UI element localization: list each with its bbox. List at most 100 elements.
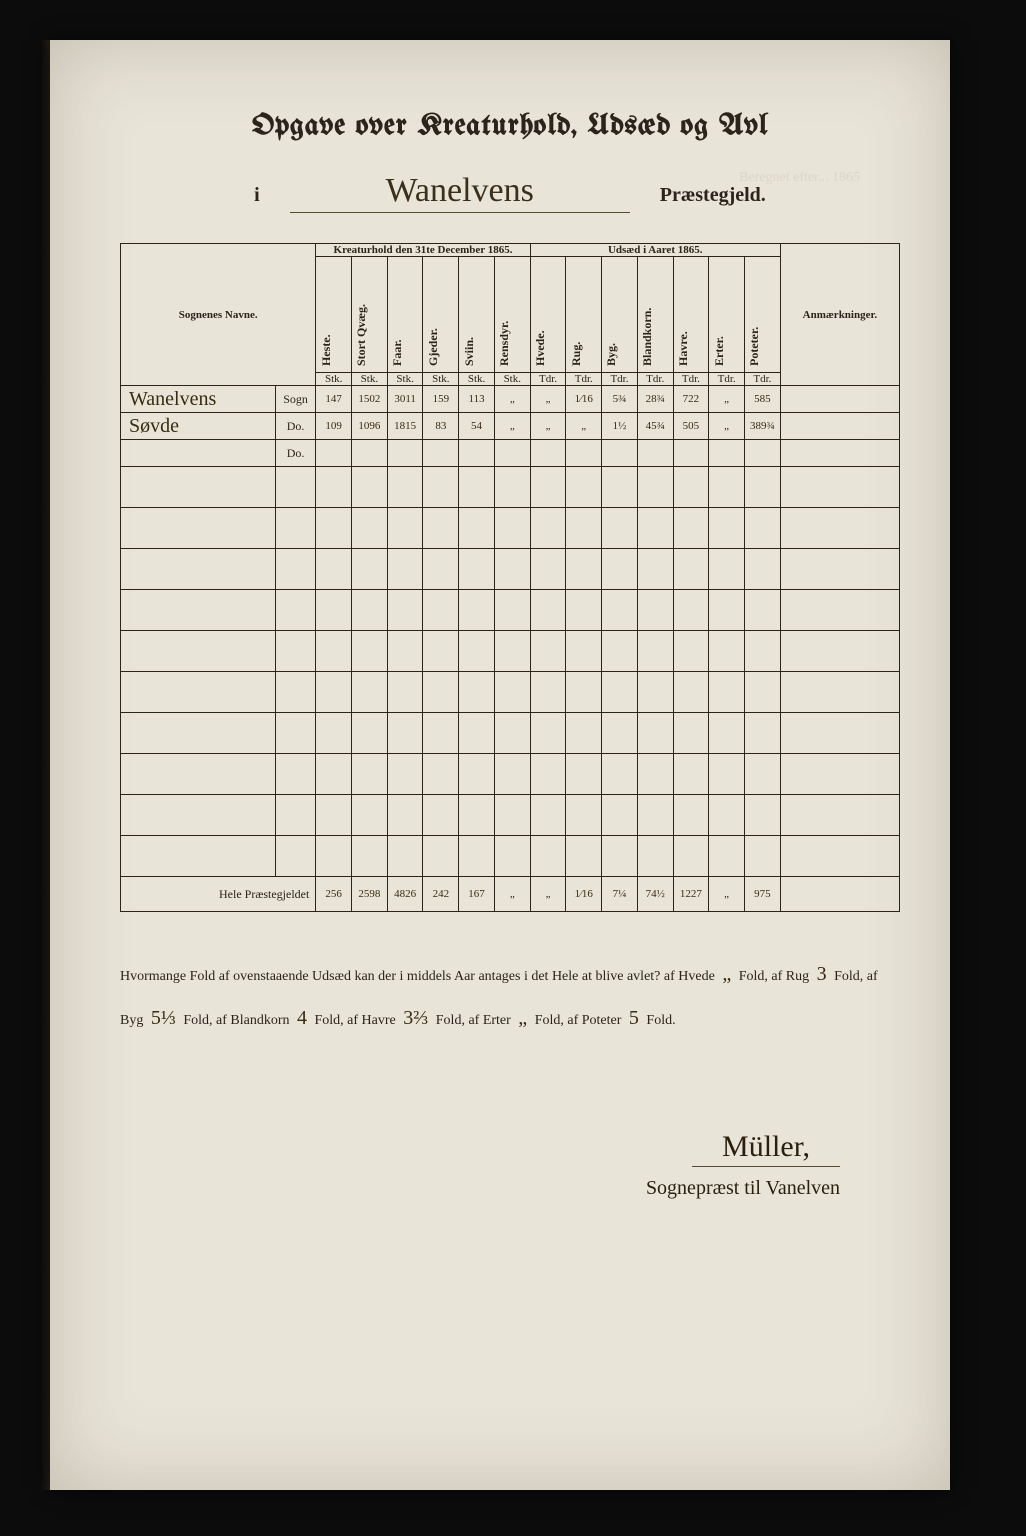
table-empty-row: [121, 713, 900, 754]
census-table: Sognenes Navne. Kreaturhold den 31te Dec…: [120, 243, 900, 912]
cell-livestock: [494, 440, 530, 467]
table-empty-row: [121, 754, 900, 795]
table-total-row: Hele Præstegjeldet 256 2598 4826 242 167…: [121, 877, 900, 912]
col-sviin: Sviin.: [459, 257, 495, 373]
cell-annotation: [780, 413, 899, 440]
cell-livestock: „: [494, 386, 530, 413]
fold-erter: „: [514, 1007, 531, 1029]
col-qvaeg: Stort Qvæg.: [352, 257, 388, 373]
col-blandkorn: Blandkorn.: [637, 257, 673, 373]
table-empty-row: [121, 467, 900, 508]
fold-bland: 4: [293, 1007, 311, 1029]
cell-seed: „: [530, 386, 566, 413]
col-erter: Erter.: [709, 257, 745, 373]
col-havre: Havre.: [673, 257, 709, 373]
col-byg: Byg.: [602, 257, 638, 373]
table-empty-row: [121, 836, 900, 877]
table-empty-row: [121, 549, 900, 590]
parish-name-handwritten: Wanelvens: [290, 172, 630, 213]
cell-annotation: [780, 440, 899, 467]
table-empty-row: [121, 508, 900, 549]
praestegjeld-label: Præstegjeld.: [660, 184, 766, 207]
cell-livestock: 147: [316, 386, 352, 413]
cell-seed: [709, 440, 745, 467]
ledger-page: Beregnet efter... 1865 Opgave over Kreat…: [50, 40, 950, 1490]
parish-line: i Wanelvens Præstegjeld.: [120, 172, 900, 213]
table-empty-row: [121, 672, 900, 713]
fold-poteter: 5: [625, 1007, 643, 1029]
cell-livestock: 1096: [352, 413, 388, 440]
cell-seed: 389¾: [744, 413, 780, 440]
fold-paragraph: Hvormange Fold af ovenstaaende Udsæd kan…: [120, 952, 900, 1040]
cell-seed: [744, 440, 780, 467]
cell-livestock: „: [494, 413, 530, 440]
signature-role: Sognepræst til Vanelven: [120, 1177, 840, 1200]
total-label: Hele Præstegjeldet: [121, 877, 316, 912]
cell-seed: [637, 440, 673, 467]
cell-livestock: [352, 440, 388, 467]
cell-seed: 505: [673, 413, 709, 440]
cell-seed: 585: [744, 386, 780, 413]
cell-livestock: 159: [423, 386, 459, 413]
cell-seed: 28¾: [637, 386, 673, 413]
row-type: Do.: [275, 440, 315, 467]
row-parish-name: Søvde: [121, 413, 276, 440]
row-type: Do.: [275, 413, 315, 440]
cell-livestock: 83: [423, 413, 459, 440]
cell-seed: „: [530, 413, 566, 440]
col-annotations: Anmærkninger.: [780, 244, 899, 386]
row-parish-name: Wanelvens: [121, 386, 276, 413]
cell-seed: 722: [673, 386, 709, 413]
col-hvede: Hvede.: [530, 257, 566, 373]
col-faar: Faar.: [387, 257, 423, 373]
cell-livestock: [316, 440, 352, 467]
fold-byg: 5⅓: [147, 1007, 180, 1029]
cell-seed: „: [709, 413, 745, 440]
col-poteter: Poteter.: [744, 257, 780, 373]
col-sogn-names: Sognenes Navne.: [121, 244, 316, 386]
col-group-livestock: Kreaturhold den 31te December 1865.: [316, 244, 530, 257]
fold-havre: 3⅔: [399, 1007, 432, 1029]
col-gjeder: Gjeder.: [423, 257, 459, 373]
signature-name: Müller,: [692, 1130, 840, 1167]
table-row: WanelvensSogn14715023011159113„„1⁄165¾28…: [121, 386, 900, 413]
cell-seed: 45¾: [637, 413, 673, 440]
scan-frame: Beregnet efter... 1865 Opgave over Kreat…: [0, 0, 1026, 1536]
col-heste: Heste.: [316, 257, 352, 373]
cell-seed: [673, 440, 709, 467]
cell-seed: „: [709, 386, 745, 413]
cell-seed: 1½: [602, 413, 638, 440]
cell-seed: [566, 440, 602, 467]
cell-livestock: 54: [459, 413, 495, 440]
cell-livestock: 109: [316, 413, 352, 440]
table-row: SøvdeDo.109109618158354„„„1½45¾505„389¾: [121, 413, 900, 440]
fold-hvede: „: [718, 963, 735, 985]
cell-seed: „: [566, 413, 602, 440]
row-parish-name: [121, 440, 276, 467]
col-rensdyr: Rensdyr.: [494, 257, 530, 373]
cell-livestock: [387, 440, 423, 467]
cell-seed: [602, 440, 638, 467]
cell-livestock: [459, 440, 495, 467]
signature-block: Müller, Sognepræst til Vanelven: [120, 1130, 900, 1200]
cell-seed: [530, 440, 566, 467]
table-empty-row: [121, 590, 900, 631]
row-type: Sogn: [275, 386, 315, 413]
cell-seed: 5¾: [602, 386, 638, 413]
prefix-i: i: [254, 184, 260, 207]
table-empty-row: [121, 795, 900, 836]
cell-annotation: [780, 386, 899, 413]
cell-seed: 1⁄16: [566, 386, 602, 413]
fold-rug: 3: [813, 963, 831, 985]
cell-livestock: 3011: [387, 386, 423, 413]
cell-livestock: [423, 440, 459, 467]
cell-livestock: 1502: [352, 386, 388, 413]
page-title: Opgave over Kreaturhold, Udsæd og Avl: [120, 110, 900, 142]
cell-livestock: 1815: [387, 413, 423, 440]
fold-lead: Hvormange Fold af ovenstaaende Udsæd kan…: [120, 969, 715, 984]
cell-livestock: 113: [459, 386, 495, 413]
col-group-seed: Udsæd i Aaret 1865.: [530, 244, 780, 257]
col-rug: Rug.: [566, 257, 602, 373]
table-row: Do.: [121, 440, 900, 467]
table-empty-row: [121, 631, 900, 672]
